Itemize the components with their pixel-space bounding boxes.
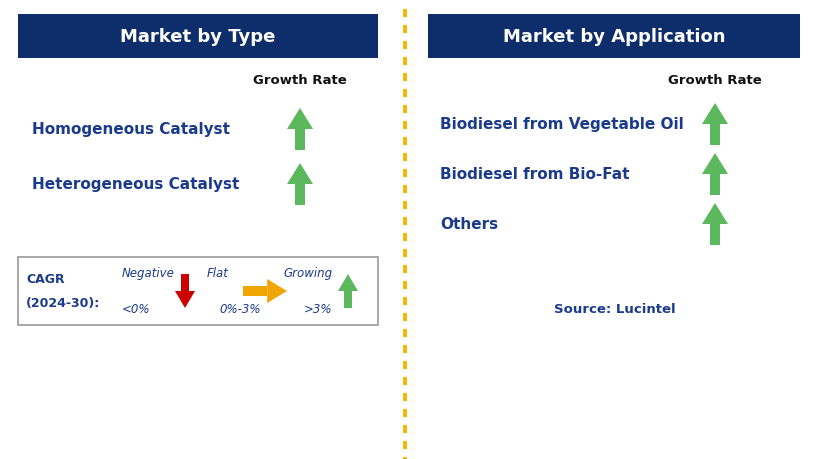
Text: 0%-3%: 0%-3% <box>219 303 261 316</box>
Text: Flat: Flat <box>207 267 229 280</box>
Text: >3%: >3% <box>303 303 332 316</box>
FancyBboxPatch shape <box>428 15 800 59</box>
FancyBboxPatch shape <box>18 15 378 59</box>
Text: Biodiesel from Vegetable Oil: Biodiesel from Vegetable Oil <box>440 117 684 132</box>
Text: Others: Others <box>440 217 498 232</box>
Text: Negative: Negative <box>122 267 174 280</box>
Polygon shape <box>702 154 728 174</box>
Polygon shape <box>287 164 313 185</box>
Text: Growth Rate: Growth Rate <box>253 73 347 86</box>
Polygon shape <box>294 185 305 206</box>
Polygon shape <box>710 174 720 196</box>
Text: Growth Rate: Growth Rate <box>668 73 762 86</box>
Polygon shape <box>181 274 189 291</box>
Polygon shape <box>267 280 287 303</box>
Text: Market by Application: Market by Application <box>503 28 726 46</box>
Polygon shape <box>710 224 720 246</box>
Text: (2024-30):: (2024-30): <box>26 297 101 310</box>
Polygon shape <box>710 125 720 146</box>
FancyBboxPatch shape <box>18 257 378 325</box>
Text: <0%: <0% <box>122 303 151 316</box>
Polygon shape <box>287 109 313 130</box>
Polygon shape <box>338 274 358 291</box>
Polygon shape <box>702 104 728 125</box>
Text: Biodiesel from Bio-Fat: Biodiesel from Bio-Fat <box>440 167 630 182</box>
Polygon shape <box>294 130 305 151</box>
Text: CAGR: CAGR <box>26 273 65 286</box>
Text: Market by Type: Market by Type <box>120 28 276 46</box>
Text: Heterogeneous Catalyst: Heterogeneous Catalyst <box>32 177 240 192</box>
Text: Source: Lucintel: Source: Lucintel <box>554 303 676 316</box>
Text: Homogeneous Catalyst: Homogeneous Catalyst <box>32 122 230 137</box>
Polygon shape <box>702 203 728 224</box>
Polygon shape <box>344 291 352 308</box>
Text: Growing: Growing <box>284 267 333 280</box>
Polygon shape <box>243 286 267 296</box>
Polygon shape <box>175 291 195 308</box>
